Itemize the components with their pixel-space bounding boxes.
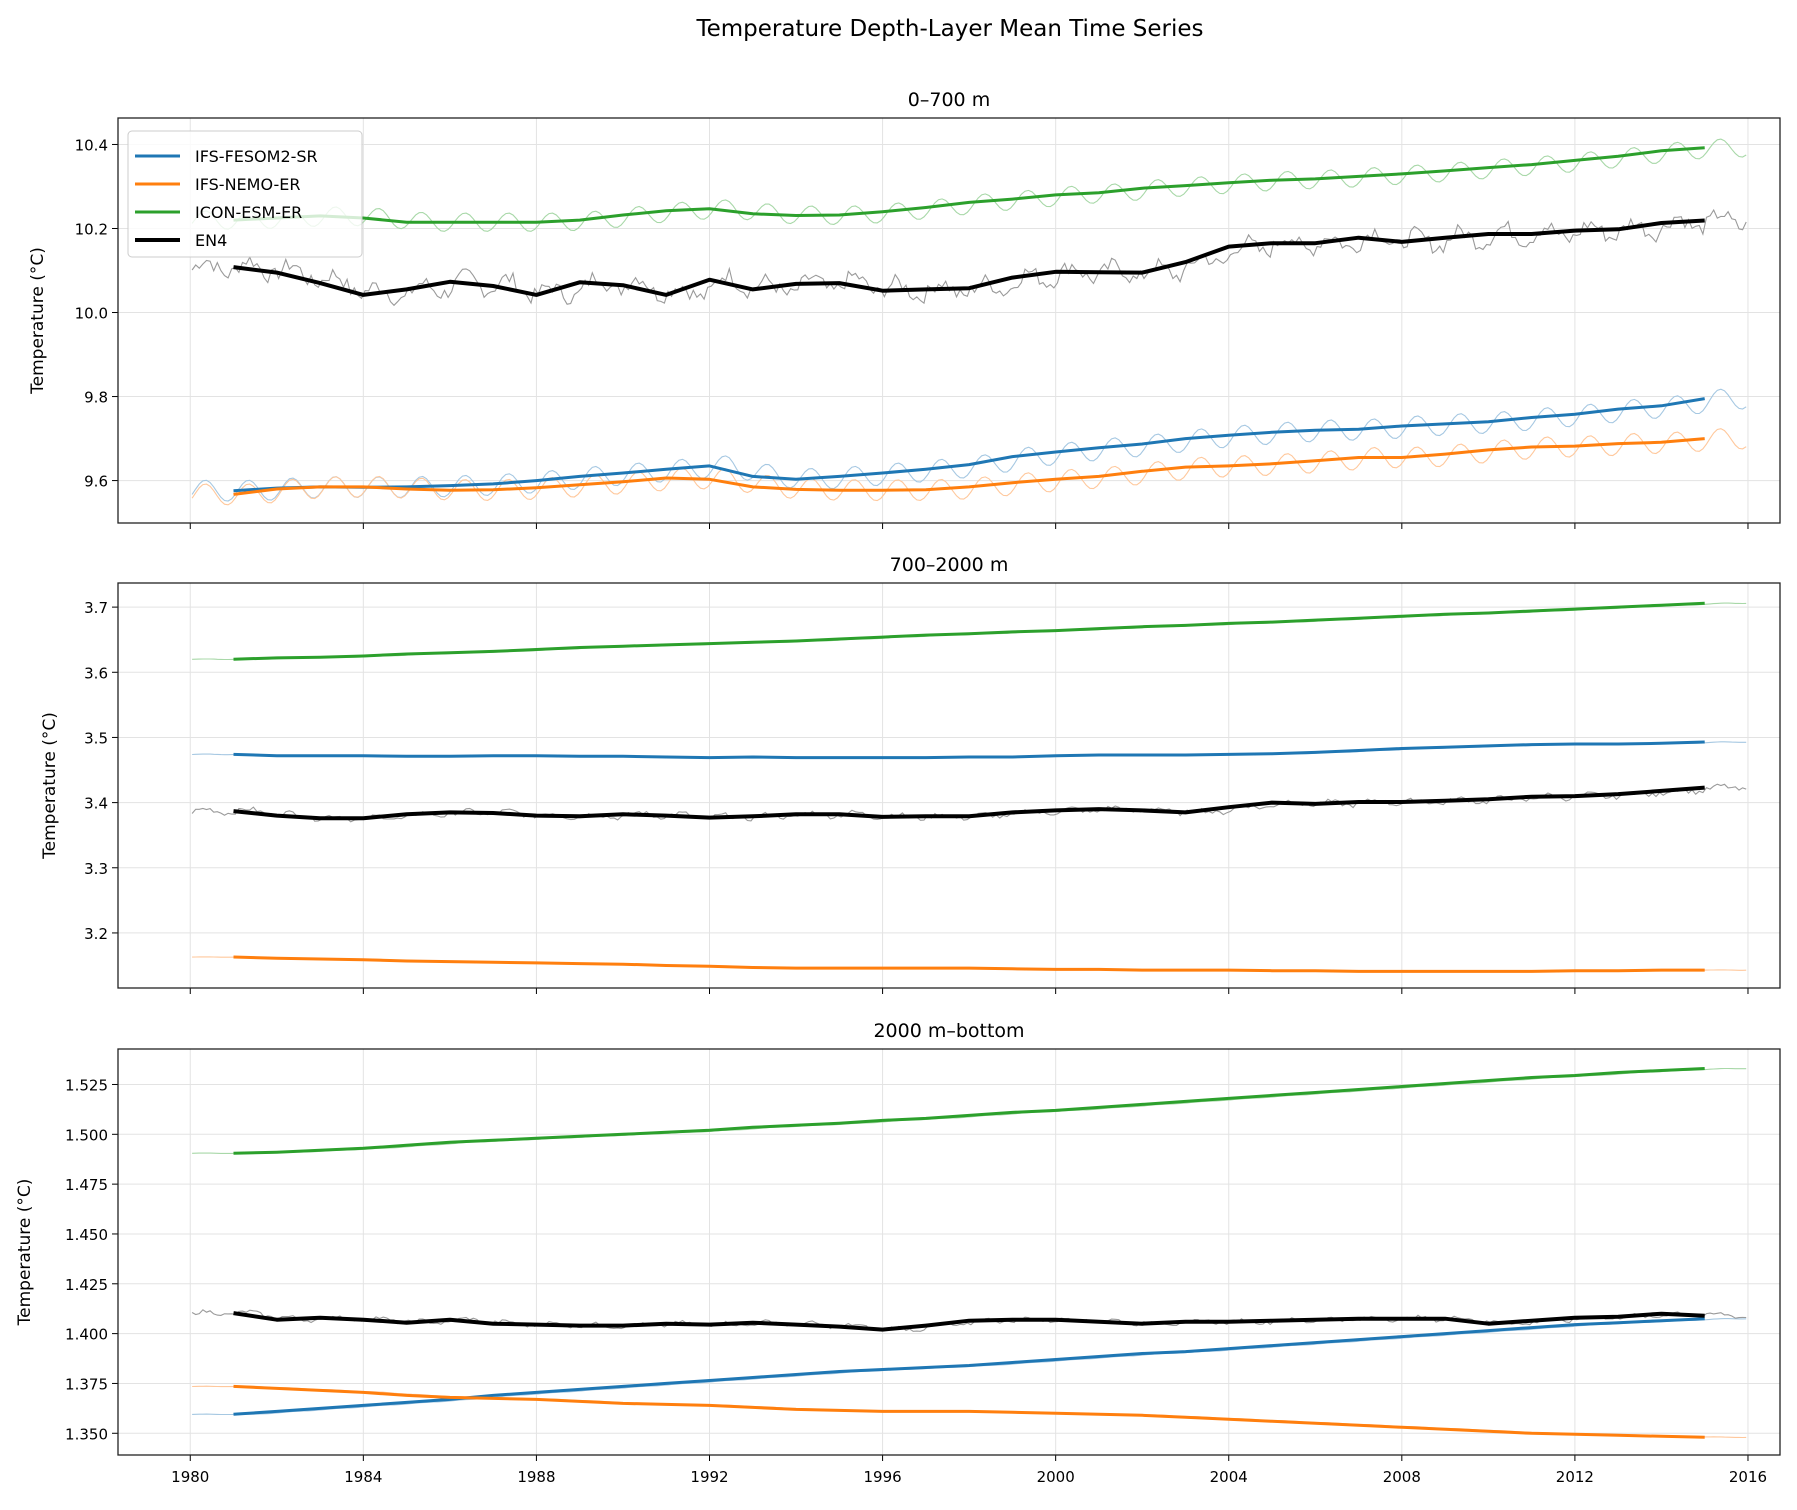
y-tick-label: 1.350 <box>65 1425 108 1443</box>
x-tick-label: 1988 <box>517 1468 555 1486</box>
y-tick-label: 1.400 <box>65 1326 108 1344</box>
monthly-line-icon-esm-er <box>191 138 1747 232</box>
y-tick-label: 1.450 <box>65 1226 108 1244</box>
legend-label: EN4 <box>195 231 227 250</box>
y-axis-label: Temperature (°C) <box>28 247 48 395</box>
x-tick-label: 2000 <box>1037 1468 1075 1486</box>
y-tick-label: 1.475 <box>65 1176 108 1194</box>
plot-area <box>191 601 1747 973</box>
legend-box <box>127 130 363 258</box>
y-tick-label: 1.375 <box>65 1375 108 1393</box>
panel-title: 0–700 m <box>908 89 990 111</box>
monthly-line-en4 <box>191 208 1747 307</box>
y-tick-label: 9.6 <box>84 473 108 491</box>
annual-line-icon-esm-er <box>233 1067 1705 1155</box>
figure-title: Temperature Depth-Layer Mean Time Series <box>695 16 1203 42</box>
legend-label: ICON-ESM-ER <box>195 203 302 222</box>
legend: IFS-FESOM2-SR IFS-NEMO-ER ICON-ESM-ER EN4 <box>127 130 363 258</box>
monthly-line-ifs-nemo-er <box>191 428 1747 506</box>
annual-line-en4 <box>233 1311 1705 1332</box>
y-tick-label: 10.2 <box>75 220 108 238</box>
legend-label: IFS-FESOM2-SR <box>195 147 318 166</box>
monthly-line-ifs-fesom2-sr <box>191 388 1747 502</box>
x-tick-label: 1984 <box>344 1468 382 1486</box>
y-tick-label: 1.500 <box>65 1126 108 1144</box>
y-axis-label: Temperature (°C) <box>40 712 60 860</box>
monthly-line-icon-esm-er <box>192 1067 1747 1154</box>
x-tick-label: 1980 <box>171 1468 209 1486</box>
annual-line-ifs-nemo-er <box>233 1384 1705 1439</box>
panel-2: 3.2 3.3 3.4 3.5 3.6 3.7 700–2000 m Temperature … <box>40 554 1781 994</box>
x-tick-label: 2004 <box>1210 1468 1248 1486</box>
panel-3: 1980 1984 1988 1992 1996 2000 2004 2008 2012 2016… <box>15 1020 1781 1486</box>
legend-label: IFS-NEMO-ER <box>195 175 301 194</box>
y-axis-label: Temperature (°C) <box>15 1179 35 1327</box>
x-tick-label: 1992 <box>690 1468 728 1486</box>
x-tick-label: 2012 <box>1556 1468 1594 1486</box>
annual-line-ifs-nemo-er <box>233 437 1705 496</box>
axes-frame <box>117 582 1781 989</box>
y-tick-label: 9.8 <box>84 389 108 407</box>
annual-line-en4 <box>233 785 1705 821</box>
y-tick-label: 10.0 <box>75 305 108 323</box>
y-tick-label: 1.425 <box>65 1276 108 1294</box>
panel-title: 700–2000 m <box>890 554 1009 576</box>
axes-frame <box>117 117 1781 524</box>
x-tick-label: 2016 <box>1729 1468 1767 1486</box>
annual-line-ifs-nemo-er <box>233 955 1705 973</box>
y-tick-label: 10.4 <box>75 136 108 154</box>
y-tick-label: 1.525 <box>65 1076 108 1094</box>
annual-line-ifs-fesom2-sr <box>233 397 1705 493</box>
x-tick-label: 1996 <box>863 1468 901 1486</box>
panel-1: 9.6 9.8 10.0 10.2 10.4 0–700 m Temperature (°C… <box>28 89 1781 529</box>
y-tick-label: 3.3 <box>84 860 108 878</box>
y-tick-label: 3.4 <box>84 795 108 813</box>
x-tick-label: 2008 <box>1383 1468 1421 1486</box>
y-tick-label: 3.7 <box>84 599 108 617</box>
annual-line-en4 <box>233 218 1705 297</box>
y-tick-label: 3.6 <box>84 664 108 682</box>
annual-line-ifs-fesom2-sr <box>233 740 1705 760</box>
annual-line-icon-esm-er <box>233 601 1705 661</box>
plot-area <box>191 138 1747 506</box>
plot-area <box>191 1067 1747 1439</box>
annual-line-icon-esm-er <box>233 146 1705 224</box>
axes-frame <box>117 1048 1781 1456</box>
y-tick-label: 3.2 <box>84 925 108 943</box>
y-tick-label: 3.5 <box>84 729 108 747</box>
panel-title: 2000 m–bottom <box>873 1020 1024 1042</box>
